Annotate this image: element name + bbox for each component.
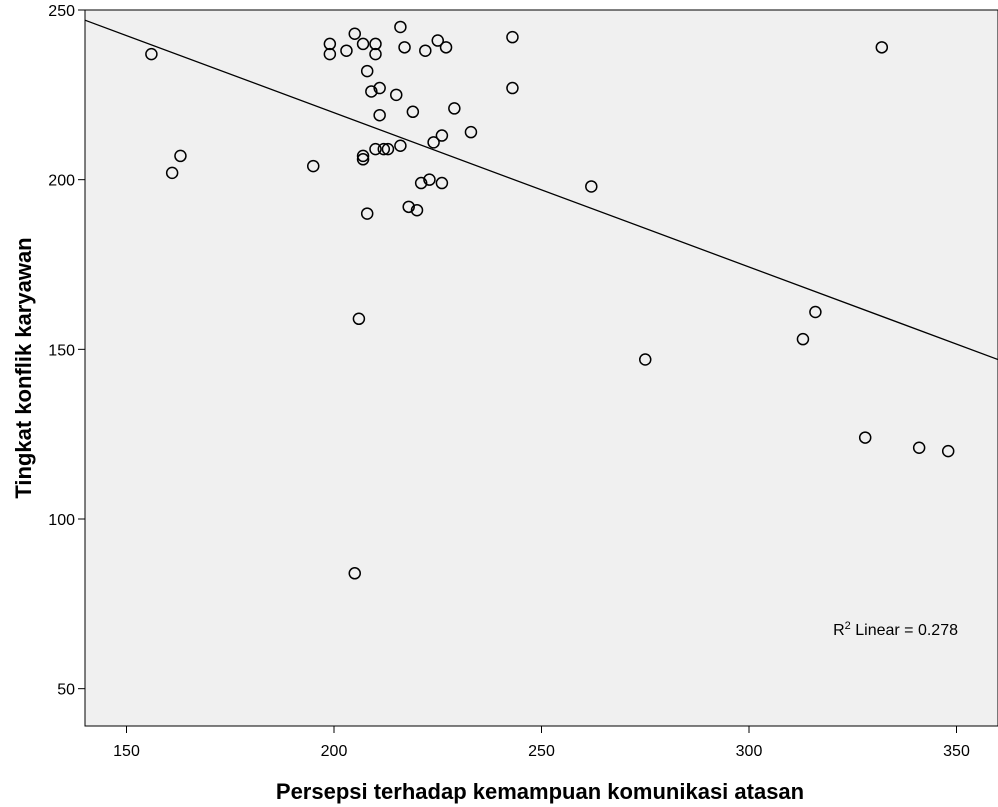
data-point	[398, 41, 411, 54]
data-point	[356, 149, 370, 163]
data-point	[381, 142, 395, 156]
data-point	[431, 34, 444, 47]
data-point	[427, 136, 440, 149]
y-tick-label: 150	[48, 342, 75, 359]
data-point	[356, 37, 370, 51]
x-tick-label: 150	[113, 743, 140, 760]
x-axis: 150 200 250 300 350	[113, 726, 970, 760]
data-point	[406, 105, 420, 119]
data-point	[506, 30, 519, 44]
data-point	[360, 64, 374, 78]
x-tick-label: 350	[943, 743, 970, 760]
y-tick-label: 50	[57, 682, 75, 699]
points-layer	[145, 20, 955, 580]
data-point	[390, 88, 403, 102]
data-point	[858, 431, 872, 444]
data-point	[796, 332, 810, 346]
data-point	[448, 102, 461, 115]
y-tick-label: 250	[48, 3, 75, 20]
data-point	[394, 139, 407, 152]
y-tick-label: 200	[48, 173, 75, 190]
data-point	[423, 173, 436, 186]
data-point	[369, 142, 382, 156]
y-tick-label: 100	[48, 512, 75, 529]
data-point	[402, 200, 415, 214]
data-point	[394, 20, 407, 34]
data-point	[323, 37, 337, 51]
data-point	[348, 567, 361, 580]
data-point	[373, 108, 386, 122]
r-squared-value: Linear = 0.278	[851, 622, 958, 639]
data-point	[410, 203, 424, 217]
data-point	[340, 44, 353, 57]
r-superscript: 2	[845, 620, 851, 632]
data-point	[373, 81, 386, 95]
data-point	[356, 153, 370, 166]
data-point	[639, 353, 652, 366]
x-axis-title: Persepsi terhadap kemampuan komunikasi a…	[276, 779, 804, 804]
y-axis-title: Tingkat konflik karyawan	[11, 237, 36, 498]
r-squared-annotation: R2 Linear = 0.278	[833, 620, 958, 639]
data-point	[174, 149, 187, 163]
data-point	[435, 176, 449, 190]
data-point	[435, 129, 449, 142]
x-tick-label: 200	[321, 743, 348, 760]
data-point	[369, 37, 382, 51]
data-point	[348, 27, 361, 41]
x-tick-label: 250	[528, 743, 555, 760]
data-point	[165, 166, 179, 180]
data-point	[323, 47, 337, 61]
data-point	[419, 44, 432, 57]
data-point	[377, 142, 391, 156]
fit-line-layer	[84, 19, 998, 361]
y-axis: 50 100 150 200 250	[48, 3, 85, 699]
x-tick-label: 300	[736, 743, 763, 760]
data-point	[585, 180, 598, 193]
r-symbol: R	[833, 622, 845, 639]
data-point	[506, 81, 519, 95]
data-point	[875, 41, 889, 54]
data-point	[414, 176, 428, 190]
data-point	[369, 47, 382, 61]
data-point	[464, 125, 478, 139]
data-point	[809, 305, 822, 319]
data-point	[365, 85, 378, 98]
data-point	[360, 207, 374, 220]
data-point	[912, 441, 926, 454]
data-point	[352, 312, 366, 326]
data-point	[439, 41, 453, 54]
plot-area	[84, 9, 998, 727]
linear-fit-line	[84, 19, 998, 361]
data-point	[145, 47, 158, 61]
data-point	[941, 444, 955, 458]
data-point	[307, 159, 320, 173]
